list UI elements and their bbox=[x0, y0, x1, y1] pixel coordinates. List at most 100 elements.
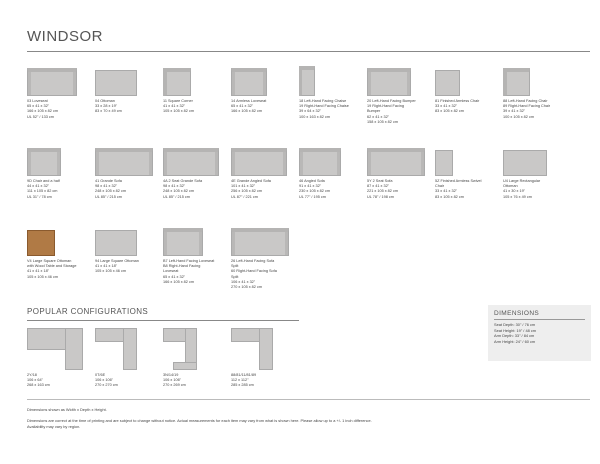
product-thumbnail bbox=[231, 148, 287, 176]
product-thumbnail bbox=[299, 66, 315, 96]
product-name: 46 Angled Sofa bbox=[299, 179, 325, 183]
product-detail: Bumper bbox=[367, 109, 381, 114]
product-detail: 98 x 41 x 32" bbox=[95, 184, 118, 189]
product-detail: 105 x 105 x 82 cm bbox=[163, 109, 195, 114]
product-detail: 221 x 105 x 82 cm bbox=[367, 189, 399, 194]
product-detail: 83 x 70 x 49 cm bbox=[95, 109, 122, 114]
product-item: 46 Angled Sofa 91 x 41 x 32" 230 x 105 x 8… bbox=[299, 146, 365, 200]
product-detail: 39 x 64 x 32" bbox=[299, 109, 322, 114]
dimension-line: Arm Height: 24" / 60 cm bbox=[494, 338, 536, 344]
product-item: 4A 2 Seat Grande Sofa 98 x 41 x 32" 248 x … bbox=[163, 146, 229, 200]
product-name: 81 Finished Armless Chair bbox=[435, 99, 480, 103]
product-detail: 83 x 105 x 82 cm bbox=[435, 109, 464, 114]
product-detail: UL 52" / 133 cm bbox=[27, 114, 54, 119]
product-detail: UL 85" / 215 cm bbox=[95, 194, 122, 199]
configuration-size: 270 x 270 cm bbox=[95, 383, 118, 388]
product-detail: 158 x 105 x 82 cm bbox=[367, 119, 399, 124]
product-detail: 41 x 41 x 18" bbox=[95, 264, 118, 269]
product-detail: 105 x 76 x 49 cm bbox=[503, 194, 532, 199]
product-item: 11 Square Corner 41 x 41 x 32" 105 x 105 x… bbox=[163, 66, 229, 115]
dimensions-box: DIMENSIONS Seat Depth: 30" / 76 cm Seat … bbox=[488, 305, 591, 361]
product-detail: 33 x 41 x 32" bbox=[435, 104, 458, 109]
product-detail: with Wood Table and Storage bbox=[27, 264, 77, 269]
dimension-line: Seat Height: 19" / 48 cm bbox=[494, 327, 537, 333]
product-detail: 270 x 105 x 82 cm bbox=[231, 285, 263, 290]
product-thumbnail bbox=[27, 148, 61, 176]
product-thumbnail bbox=[367, 148, 425, 176]
product-detail: 101 x 41 x 32" bbox=[231, 184, 256, 189]
title-divider bbox=[27, 51, 590, 52]
product-name: 9D Chair and a half bbox=[27, 179, 60, 183]
product-detail: 33 x 41 x 32" bbox=[435, 189, 458, 194]
product-item: 88 Left-Hand Facing Chair 89 Right-Hand F… bbox=[503, 66, 569, 120]
product-name: U4 Large Rectangular bbox=[503, 179, 541, 183]
configuration-thumbnail bbox=[163, 328, 229, 370]
product-item: 5Z Finished Armless Swivel Chair 33 x 41 x… bbox=[435, 146, 501, 200]
product-detail: 98 x 41 x 32" bbox=[163, 184, 186, 189]
product-detail: 44 x 41 x 32" bbox=[27, 184, 50, 189]
product-name: 26 Left-Hand Facing Sofa bbox=[231, 259, 275, 263]
product-thumbnail bbox=[231, 68, 267, 96]
product-item: U4 Large Rectangular Ottoman 41 x 30 x 19"… bbox=[503, 146, 569, 200]
product-detail: 166 x 105 x 82 cm bbox=[231, 109, 263, 114]
product-thumbnail bbox=[231, 228, 289, 256]
product-item: 9D Chair and a half 44 x 41 x 32" 111 x 10… bbox=[27, 146, 93, 200]
product-detail: 33 x 28 x 19" bbox=[95, 104, 118, 109]
configuration-size: 106 x 64" bbox=[27, 378, 43, 383]
product-detail: 91 x 41 x 32" bbox=[299, 184, 322, 189]
product-name: 94 Large Square Ottoman bbox=[95, 259, 139, 263]
product-detail: 39 x 41 x 32" bbox=[503, 109, 526, 114]
configuration-thumbnail bbox=[231, 328, 297, 370]
product-detail: UL 87" / 221 cm bbox=[231, 194, 258, 199]
footer-divider bbox=[27, 399, 590, 400]
product-item: V4 Large Square Ottoman with Wood Table a… bbox=[27, 226, 93, 280]
product-detail: 65 x 41 x 32" bbox=[27, 104, 50, 109]
dimensions-heading: DIMENSIONS bbox=[494, 310, 585, 320]
product-detail: 256 x 105 x 82 cm bbox=[231, 189, 263, 194]
product-item: 03 Loveseat 65 x 41 x 32" 166 x 105 x 82 c… bbox=[27, 66, 93, 120]
product-name: 5Z Finished Armless Swivel bbox=[435, 179, 482, 183]
product-item: 41 Grande Sofa 98 x 41 x 32" 248 x 105 x 8… bbox=[95, 146, 161, 200]
product-name: 20 Left-Hand Facing Bumper bbox=[367, 99, 416, 103]
product-detail: Loveseat bbox=[163, 269, 179, 274]
product-item: 20 Left-Hand Facing Bumper 19 Right-Hand … bbox=[367, 66, 433, 125]
product-detail: 248 x 105 x 82 cm bbox=[95, 189, 127, 194]
product-detail: 83 x 105 x 82 cm bbox=[435, 194, 464, 199]
product-thumbnail bbox=[299, 148, 341, 176]
page-title: WINDSOR bbox=[27, 28, 103, 45]
product-detail: Ottoman bbox=[503, 184, 518, 189]
product-item: 5Y 2 Seat Sofa 87 x 41 x 32" 221 x 105 x 8… bbox=[367, 146, 433, 200]
product-detail: UL 78" / 198 cm bbox=[367, 194, 394, 199]
configuration-thumbnail bbox=[95, 328, 161, 370]
product-detail: Split bbox=[231, 274, 239, 279]
product-name: 04 Ottoman bbox=[95, 99, 115, 103]
product-thumbnail bbox=[163, 148, 219, 176]
product-thumbnail bbox=[163, 68, 191, 96]
product-thumbnail bbox=[95, 148, 153, 176]
product-item: 94 Large Square Ottoman 41 x 41 x 18" 105 … bbox=[95, 226, 161, 275]
product-detail: Chair bbox=[435, 184, 445, 189]
product-detail: 166 x 105 x 82 cm bbox=[27, 109, 59, 114]
product-name: 03 Loveseat bbox=[27, 99, 48, 103]
availability-note: Availability may vary by region. bbox=[27, 424, 81, 429]
product-name: 18 Left-Hand Facing Chaise bbox=[299, 99, 347, 103]
product-detail: 19 Right-Hand Facing bbox=[367, 104, 404, 109]
product-name: 4A 2 Seat Grande Sofa bbox=[163, 179, 203, 183]
product-thumbnail bbox=[27, 230, 55, 256]
configuration-size: 285 x 285 cm bbox=[231, 383, 254, 388]
product-detail: 65 x 41 x 32" bbox=[163, 274, 186, 279]
product-detail: 89 Right-Hand Facing Chair bbox=[503, 104, 551, 109]
configuration-item: 2Y/18 106 x 64" 268 x 163 cm bbox=[27, 328, 93, 389]
configuration-size: 106 x 106" bbox=[163, 378, 182, 383]
product-detail: 41 x 41 x 18" bbox=[27, 269, 50, 274]
dimension-line: Seat Depth: 30" / 76 cm bbox=[494, 322, 536, 327]
configuration-size: 268 x 163 cm bbox=[27, 383, 50, 388]
dimensions-note: Dimensions shown as Width x Depth x Heig… bbox=[27, 407, 107, 412]
product-detail: 60 Right-Hand Facing Sofa bbox=[231, 269, 277, 274]
product-thumbnail bbox=[95, 70, 137, 96]
product-thumbnail bbox=[435, 70, 460, 96]
product-detail: UL 77" / 195 cm bbox=[299, 194, 326, 199]
product-thumbnail bbox=[367, 68, 411, 96]
product-name: 11 Square Corner bbox=[163, 99, 193, 103]
product-detail: Split bbox=[231, 264, 239, 269]
